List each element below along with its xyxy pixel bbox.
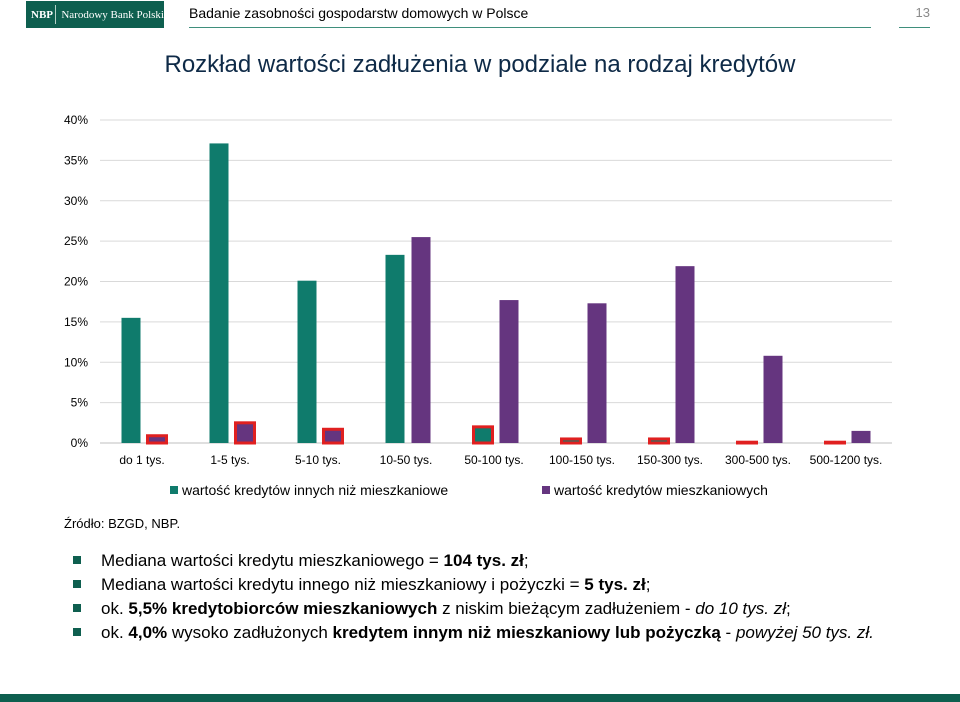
bar (411, 237, 431, 443)
bullet-text: 5,5% kredytobiorców mieszkaniowych (128, 599, 438, 618)
legend-swatch (170, 486, 178, 494)
bar (209, 143, 229, 444)
legend-swatch (542, 486, 550, 494)
bar (675, 266, 695, 443)
highlighted-bar (322, 427, 344, 445)
y-tick-label: 0% (71, 436, 89, 450)
nbp-logo: NBP Narodowy Bank Polski (26, 1, 164, 28)
x-tick-label: 50-100 tys. (464, 453, 523, 467)
header-title: Badanie zasobności gospodarstw domowych … (189, 5, 529, 21)
page-number: 13 (915, 5, 930, 20)
highlighted-bar (234, 421, 256, 445)
bullet-text: ; (645, 575, 651, 594)
bullet-item: ok. 5,5% kredytobiorców mieszkaniowych z… (73, 598, 933, 619)
bullet-text: kredytem innym niż mieszkaniowy lub poży… (332, 623, 721, 642)
logo-text: Narodowy Bank Polski (61, 8, 164, 21)
bullet-text: wysoko zadłużonych (167, 623, 333, 642)
bar-chart: 0% 5% 10% 15% 20% 25% 30% 35% 40% do 1 tys. 1-5 ty… (64, 113, 892, 498)
logo-mark: NBP (31, 8, 53, 21)
highlighted-bar (648, 437, 670, 445)
y-tick-label: 30% (64, 194, 88, 208)
header-divider (189, 27, 871, 28)
bullet-text: ; (523, 551, 529, 570)
bullet-text: ; (786, 599, 791, 618)
bar (121, 317, 141, 443)
bullet-text: 5 tys. zł (584, 575, 646, 594)
highlighted-bar (146, 434, 168, 445)
bar (763, 355, 783, 443)
y-tick-label: 5% (71, 396, 89, 410)
bullet-text: ok. (101, 623, 129, 642)
x-tick-label: 300-500 tys. (725, 453, 791, 467)
bullet-item: Mediana wartości kredytu mieszkaniowego … (73, 550, 933, 571)
y-tick-label: 35% (64, 153, 88, 167)
bar (297, 280, 317, 443)
bullet-text: - (720, 623, 736, 642)
bottom-bar (0, 694, 960, 702)
bar (587, 303, 607, 443)
y-tick-label: 25% (64, 234, 88, 248)
x-tick-label: 500-1200 tys. (810, 453, 883, 467)
y-tick-label: 20% (64, 275, 88, 289)
legend-label: wartość kredytów mieszkaniowych (553, 482, 768, 498)
bar (851, 430, 871, 443)
bullet-item: Mediana wartości kredytu innego niż mies… (73, 574, 933, 595)
bullet-text: z niskim bieżącym zadłużeniem - (437, 599, 696, 618)
page-number-divider (899, 27, 930, 28)
bullet-text: ok. (101, 599, 129, 618)
highlighted-bar (736, 440, 758, 445)
bullet-text: 104 tys. zł (443, 551, 524, 570)
x-tick-label: 100-150 tys. (549, 453, 615, 467)
bar (499, 300, 519, 443)
source-note: Źródło: BZGD, NBP. (64, 516, 181, 531)
bullet-text: do 10 tys. zł (695, 599, 786, 618)
highlighted-bar (560, 437, 582, 445)
chart-title: Rozkład wartości zadłużenia w podziale n… (164, 51, 796, 78)
y-tick-label: 40% (64, 113, 88, 127)
y-tick-label: 15% (64, 315, 88, 329)
x-tick-label: 5-10 tys. (295, 453, 341, 467)
bullet-text: Mediana wartości kredytu innego niż mies… (101, 575, 585, 594)
x-tick-label: 10-50 tys. (380, 453, 433, 467)
highlighted-bar (824, 440, 846, 445)
highlighted-bar (472, 425, 494, 445)
bullet-list: Mediana wartości kredytu mieszkaniowego … (73, 550, 933, 646)
legend-label: wartość kredytów innych niż mieszkaniowe (181, 482, 448, 498)
logo-separator (55, 5, 57, 24)
bullet-text: powyżej 50 tys. zł. (735, 623, 874, 642)
bar (385, 254, 405, 443)
x-tick-label: 1-5 tys. (210, 453, 249, 467)
y-tick-label: 10% (64, 355, 88, 369)
x-tick-label: do 1 tys. (119, 453, 164, 467)
bullet-item: ok. 4,0% wysoko zadłużonych kredytem inn… (73, 622, 933, 643)
bullet-text: Mediana wartości kredytu mieszkaniowego … (101, 551, 444, 570)
bullet-text: 4,0% (128, 623, 168, 642)
x-tick-label: 150-300 tys. (637, 453, 703, 467)
